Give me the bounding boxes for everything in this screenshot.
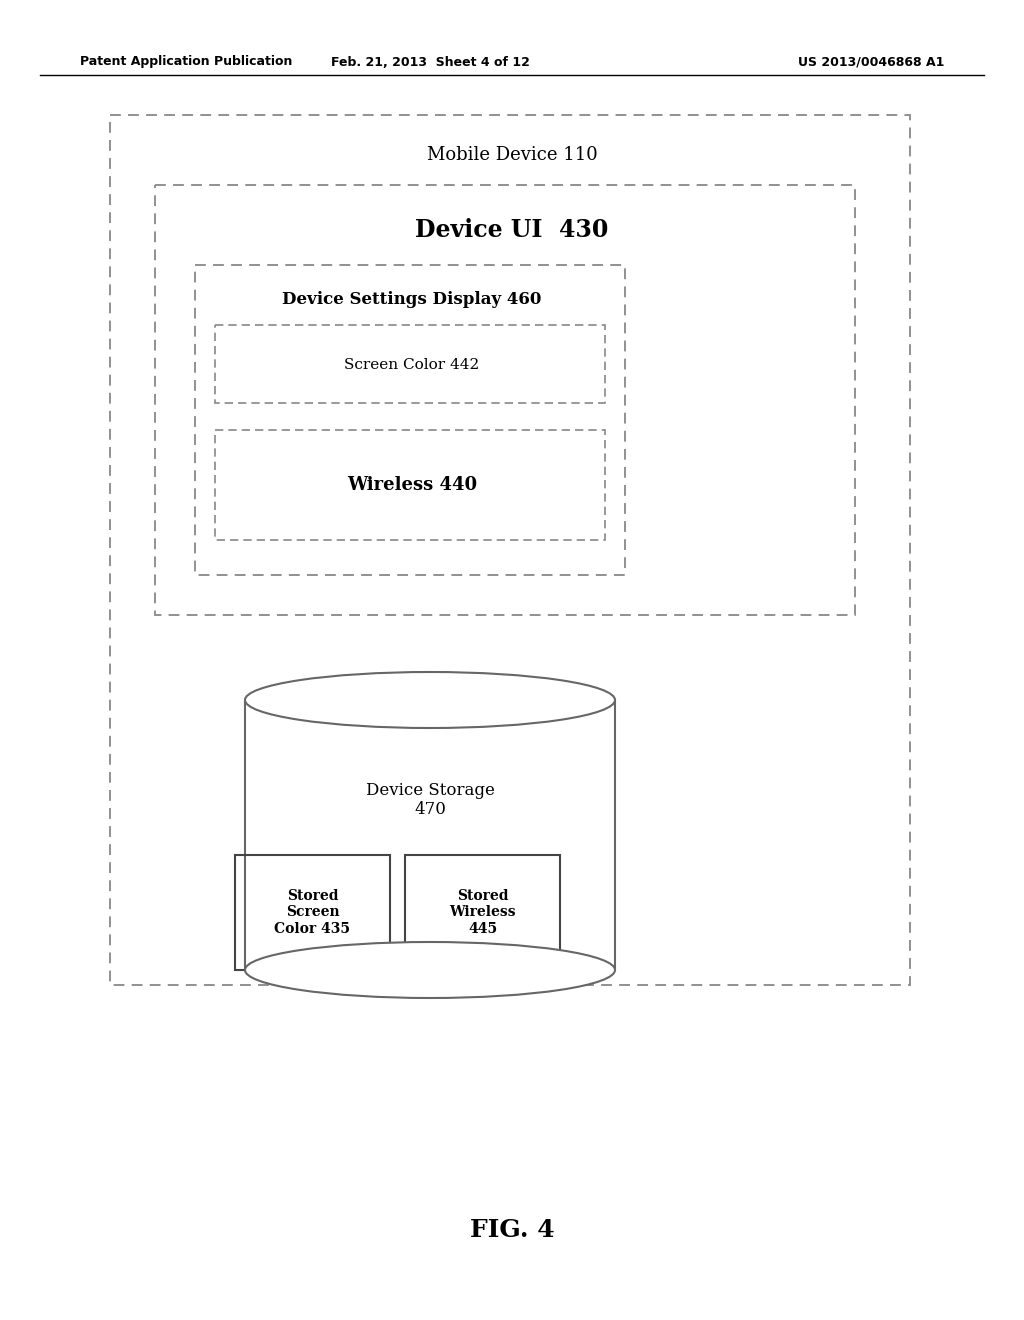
Text: FIG. 4: FIG. 4 xyxy=(470,1218,554,1242)
Bar xyxy=(155,185,855,615)
Text: Stored
Screen
Color 435: Stored Screen Color 435 xyxy=(274,890,350,936)
Ellipse shape xyxy=(245,942,615,998)
Bar xyxy=(215,430,605,540)
Bar xyxy=(234,855,390,970)
Text: Device UI  430: Device UI 430 xyxy=(416,218,608,242)
Bar xyxy=(195,265,625,576)
Text: Screen Color 442: Screen Color 442 xyxy=(344,358,479,372)
Text: Feb. 21, 2013  Sheet 4 of 12: Feb. 21, 2013 Sheet 4 of 12 xyxy=(331,55,529,69)
Text: Stored
Wireless
445: Stored Wireless 445 xyxy=(450,890,516,936)
Text: Patent Application Publication: Patent Application Publication xyxy=(80,55,293,69)
Bar xyxy=(406,855,560,970)
Text: Device Storage
470: Device Storage 470 xyxy=(366,781,495,818)
Text: Wireless 440: Wireless 440 xyxy=(347,477,477,494)
Bar xyxy=(245,700,615,970)
Text: Mobile Device 110: Mobile Device 110 xyxy=(427,147,597,164)
Bar xyxy=(110,115,910,985)
Bar xyxy=(215,325,605,403)
Text: US 2013/0046868 A1: US 2013/0046868 A1 xyxy=(798,55,944,69)
Text: Device Settings Display 460: Device Settings Display 460 xyxy=(283,292,542,309)
Ellipse shape xyxy=(245,672,615,729)
